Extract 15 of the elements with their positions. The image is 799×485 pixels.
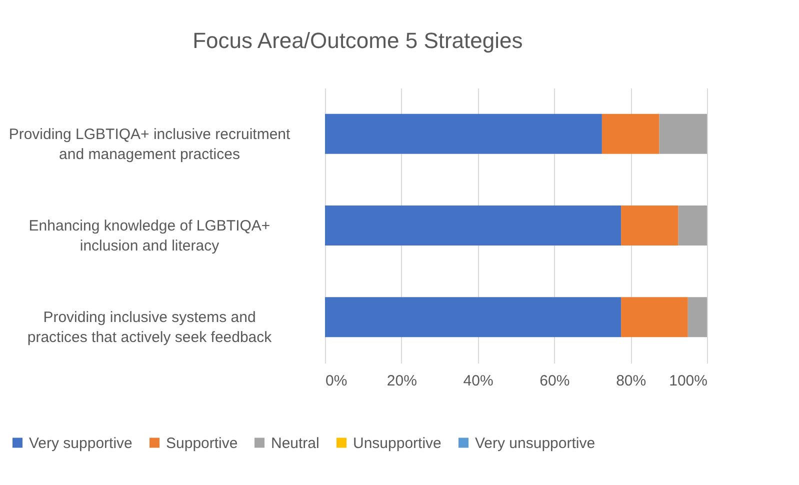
y-tick-label: Providing inclusive systems and practices that actively seek feedback (27, 309, 272, 346)
legend-label: Unsupportive (353, 434, 442, 452)
legend-label: Very supportive (29, 434, 132, 452)
y-tick-label: Enhancing knowledge of LGBTIQA+ inclusion and literacy (28, 218, 270, 254)
x-tick-label: 40% (463, 372, 494, 390)
legend-label: Very unsupportive (475, 434, 596, 452)
legend-label: Supportive (166, 434, 238, 452)
chart-title: Focus Area/Outcome 5 Strategies (192, 28, 523, 53)
legend-label: Neutral (271, 434, 320, 452)
x-tick-label: 100% (669, 372, 708, 390)
y-tick-label: Providing LGBTIQA+ inclusive recruitment and management practices (8, 126, 292, 163)
x-tick-label: 0% (326, 372, 348, 390)
x-tick-label: 60% (540, 372, 570, 390)
x-tick-label: 80% (616, 372, 646, 390)
x-tick-label: 20% (386, 372, 417, 390)
